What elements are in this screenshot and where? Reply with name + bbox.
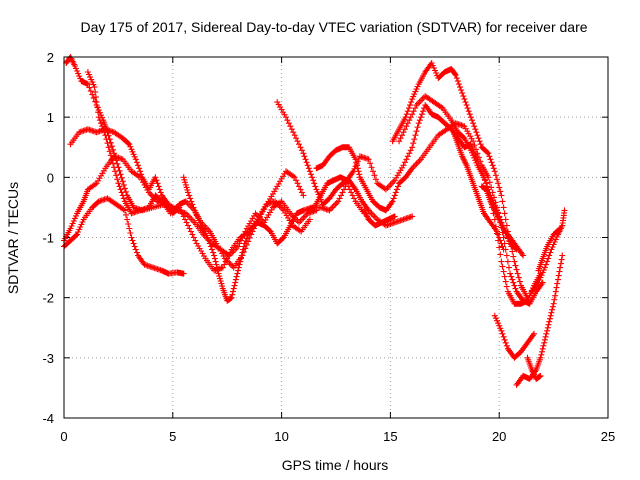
y-tick-label: 2 — [47, 50, 54, 65]
data-point-markers — [491, 312, 537, 361]
data-series-arc-10 — [389, 60, 531, 301]
x-tick-label: 5 — [169, 429, 176, 444]
x-tick-label: 10 — [274, 429, 288, 444]
data-series-arc-13 — [478, 183, 527, 259]
y-tick-label: 0 — [47, 170, 54, 185]
data-point-markers — [513, 252, 566, 388]
data-series-arc-12 — [450, 129, 507, 253]
data-series-arc-16 — [524, 354, 544, 382]
data-point-markers — [535, 225, 564, 274]
x-tick-label: 15 — [383, 429, 397, 444]
plot-frame — [63, 56, 609, 419]
tick-labels: 0 5 10 15 20 25 -4 -3 -2 -1 0 1 2 — [42, 50, 615, 444]
x-tick-label: 0 — [60, 429, 67, 444]
data-series-arc-14 — [491, 312, 537, 361]
x-tick-label: 25 — [601, 429, 615, 444]
data-series-arc-18 — [535, 225, 564, 274]
y-axis-label: SDTVAR / TECUs — [5, 182, 21, 294]
chart-title: Day 175 of 2017, Sidereal Day-to-day VTE… — [80, 19, 587, 35]
y-tick-label: 1 — [47, 110, 54, 125]
data-point-markers — [478, 183, 527, 259]
data-point-markers — [450, 129, 507, 253]
data-point-markers — [361, 207, 398, 229]
x-tick-label: 20 — [492, 429, 506, 444]
data-point-markers — [524, 354, 544, 382]
y-tick-label: -2 — [42, 291, 54, 306]
data-series-arc-15 — [513, 252, 566, 388]
y-tick-label: -4 — [42, 411, 54, 426]
data-point-markers — [389, 60, 531, 301]
y-tick-label: -1 — [42, 231, 54, 246]
data-series-arc-19 — [361, 207, 398, 229]
x-axis-label: GPS time / hours — [282, 457, 389, 473]
y-tick-label: -3 — [42, 351, 54, 366]
